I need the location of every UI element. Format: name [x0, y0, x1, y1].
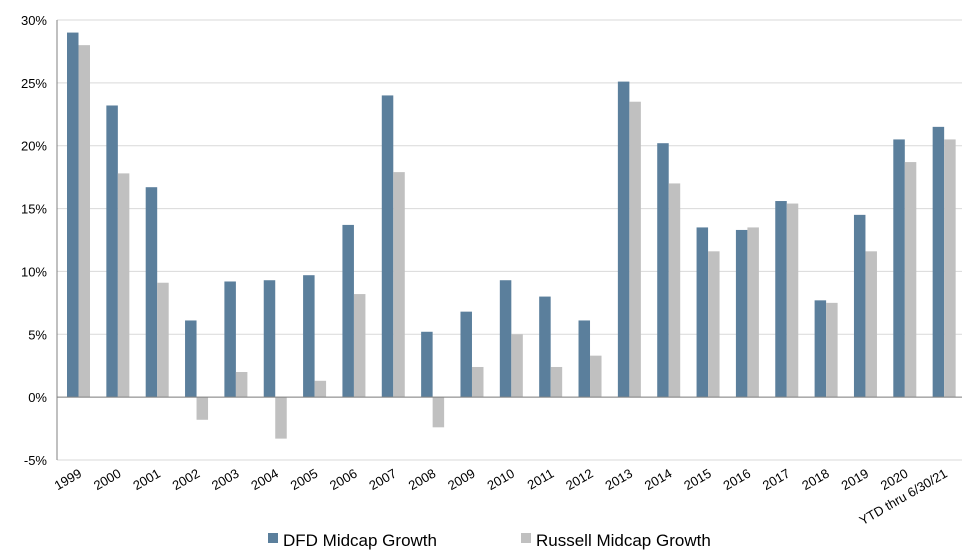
- bar-russell-midcap-growth: [590, 355, 602, 398]
- bar-russell-midcap-growth: [826, 302, 838, 398]
- x-tick-label: 2011: [525, 466, 557, 493]
- y-tick-label: 15%: [21, 202, 47, 217]
- axes: [56, 20, 962, 460]
- bar-russell-midcap-growth: [393, 172, 405, 398]
- bar-dfd-midcap-growth: [893, 139, 905, 398]
- legend-swatch: [521, 533, 531, 543]
- y-tick-label: 25%: [21, 76, 47, 91]
- bar-dfd-midcap-growth: [67, 32, 79, 398]
- bar-russell-midcap-growth: [550, 366, 563, 398]
- y-tick-label: -5%: [24, 453, 48, 468]
- bar-russell-midcap-growth: [629, 101, 641, 398]
- x-tick-label: 2018: [799, 466, 832, 493]
- bar-russell-midcap-growth: [432, 397, 445, 428]
- x-tick-label: 2003: [209, 466, 242, 493]
- x-tick-label: 2019: [839, 466, 872, 493]
- bar-dfd-midcap-growth: [735, 229, 748, 398]
- bar-dfd-midcap-growth: [145, 187, 158, 398]
- bar-russell-midcap-growth: [944, 139, 956, 398]
- x-tick-label: 2016: [721, 466, 754, 493]
- bar-russell-midcap-growth: [275, 397, 287, 439]
- y-tick-label: 10%: [21, 264, 47, 279]
- x-tick-label: 2002: [170, 466, 203, 493]
- x-tick-label: 2006: [327, 466, 360, 493]
- bar-russell-midcap-growth: [865, 251, 877, 398]
- legend: DFD Midcap Growth Russell Midcap Growth: [268, 531, 711, 550]
- bar-dfd-midcap-growth: [185, 320, 197, 398]
- x-tick-label: 2009: [445, 466, 478, 493]
- y-axis-ticks: -5% 0% 5% 10% 15% 20% 25% 30%: [21, 13, 47, 468]
- bar-dfd-midcap-growth: [696, 227, 709, 398]
- y-tick-label: 5%: [28, 327, 47, 342]
- bar-russell-midcap-growth: [747, 227, 759, 398]
- bar-russell-midcap-growth: [353, 294, 366, 398]
- x-tick-label: 2014: [642, 466, 675, 493]
- legend-item-russell: Russell Midcap Growth: [536, 531, 711, 550]
- bar-russell-midcap-growth: [78, 45, 90, 398]
- x-tick-label: 2010: [484, 466, 517, 493]
- x-tick-label: 2012: [563, 466, 596, 493]
- bar-russell-midcap-growth: [235, 372, 248, 398]
- bar-russell-midcap-growth: [117, 173, 130, 398]
- bar-dfd-midcap-growth: [578, 320, 591, 398]
- bar-dfd-midcap-growth: [814, 300, 827, 398]
- bar-russell-midcap-growth: [904, 162, 917, 398]
- bar-dfd-midcap-growth: [224, 281, 236, 398]
- y-tick-label: 20%: [21, 139, 47, 154]
- bar-dfd-midcap-growth: [853, 214, 866, 398]
- x-tick-label: 2007: [366, 466, 399, 493]
- bar-russell-midcap-growth: [196, 397, 209, 420]
- bar-dfd-midcap-growth: [381, 95, 394, 398]
- bar-dfd-midcap-growth: [657, 143, 669, 398]
- x-tick-label: 2000: [91, 466, 124, 493]
- bar-dfd-midcap-growth: [617, 81, 630, 398]
- x-tick-label: 2004: [248, 466, 281, 493]
- bar-russell-midcap-growth: [471, 366, 484, 398]
- bars: [67, 32, 956, 439]
- legend-swatch: [268, 533, 278, 543]
- bar-russell-midcap-growth: [511, 334, 523, 398]
- bar-dfd-midcap-growth: [421, 331, 433, 398]
- x-tick-label: 1999: [52, 466, 85, 493]
- bar-dfd-midcap-growth: [342, 224, 354, 398]
- y-tick-label: 0%: [28, 390, 47, 405]
- bar-dfd-midcap-growth: [263, 280, 276, 398]
- bar-dfd-midcap-growth: [460, 311, 472, 398]
- x-tick-label: 2001: [130, 466, 163, 493]
- bar-russell-midcap-growth: [157, 282, 169, 398]
- bar-dfd-midcap-growth: [539, 296, 551, 398]
- bar-russell-midcap-growth: [708, 251, 720, 398]
- bar-russell-midcap-growth: [668, 183, 681, 398]
- x-tick-label: 2017: [760, 466, 793, 493]
- bar-russell-midcap-growth: [786, 203, 799, 398]
- legend-item-dfd: DFD Midcap Growth: [283, 531, 437, 550]
- x-tick-label: 2008: [406, 466, 439, 493]
- bar-dfd-midcap-growth: [775, 201, 787, 398]
- bar-dfd-midcap-growth: [499, 280, 512, 398]
- bar-dfd-midcap-growth: [932, 126, 945, 398]
- x-tick-label: 2015: [681, 466, 714, 493]
- bar-dfd-midcap-growth: [106, 105, 118, 398]
- bar-russell-midcap-growth: [314, 380, 327, 398]
- x-tick-label: 2005: [288, 466, 321, 493]
- x-axis-ticks: 1999 2000 2001 2002 2003 2004 2005 2006 2007 2008…: [52, 466, 950, 528]
- bar-dfd-midcap-growth: [303, 275, 315, 398]
- y-tick-label: 30%: [21, 13, 47, 28]
- x-tick-label: 2013: [602, 466, 635, 493]
